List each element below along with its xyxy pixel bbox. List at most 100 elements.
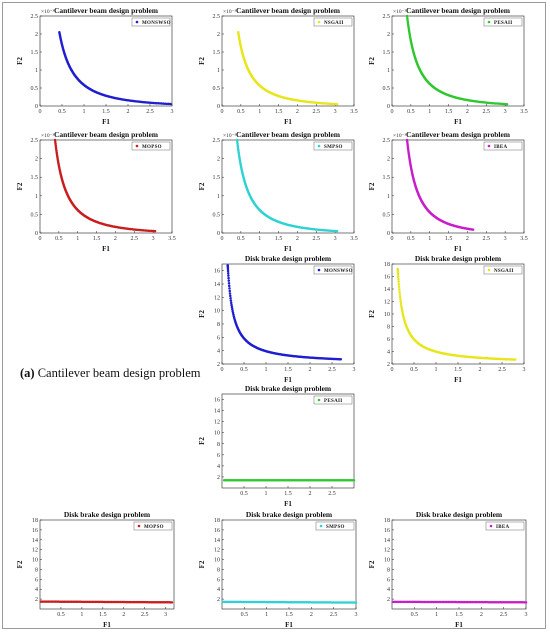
y-axis-exponent: ×10⁻³: [41, 133, 55, 139]
legend-label: MONSWSO: [142, 21, 171, 26]
data-point: [226, 269, 230, 273]
chart-disk-smpso: Disk brake design problem F1 F2 0.5 1 1.5 2 2.5…: [196, 508, 368, 629]
x-tick-label: 0.5: [241, 612, 249, 618]
x-tick-label: 1: [258, 236, 261, 242]
y-axis-label: F2: [16, 182, 24, 190]
data-point: [227, 274, 230, 277]
y-tick-label: 1: [387, 194, 390, 200]
x-tick-label: 2.5: [141, 612, 149, 618]
series-points: [221, 600, 358, 604]
data-point: [163, 102, 167, 105]
x-tick-label: 0.5: [407, 236, 415, 242]
data-point: [170, 601, 174, 604]
series-points: [405, 14, 509, 106]
x-tick-label: 1.5: [275, 236, 283, 242]
y-tick-label: 14: [214, 409, 220, 415]
data-point: [165, 102, 169, 106]
plot-area: [391, 15, 525, 107]
y-tick-label: 2.5: [383, 14, 391, 20]
plot-area: [39, 15, 173, 107]
chart-cantilever-smpso: Cantilever beam design problem F1 F2 0 0.5 1 1…: [196, 128, 366, 253]
caption-text: Cantilever beam design problem: [34, 366, 201, 380]
chart-title: Disk brake design problem: [415, 254, 502, 263]
data-point: [228, 292, 232, 295]
y-tick-label: 2: [35, 32, 38, 38]
chart-title: Cantilever beam design problem: [54, 6, 159, 15]
data-point: [397, 280, 400, 283]
data-point: [227, 276, 230, 280]
chart-title: Disk brake design problem: [64, 510, 151, 519]
x-tick-label: 1: [435, 367, 438, 373]
data-point: [513, 358, 517, 361]
x-tick-label: 0: [221, 367, 224, 373]
y-tick-label: 6: [217, 335, 220, 341]
data-point: [235, 138, 239, 142]
legend-label: PESAII: [324, 399, 342, 404]
x-tick-label: 0.5: [240, 491, 248, 497]
x-tick-label: 2.5: [498, 367, 506, 373]
y-tick-label: 18: [214, 518, 220, 524]
x-tick-label: 0.5: [55, 236, 63, 242]
x-tick-label: 2.5: [313, 236, 321, 242]
y-tick-label: 0: [217, 231, 220, 237]
chart-svg: Disk brake design problem F1 F2 0.5 1 1.5 2 2.5…: [16, 510, 175, 629]
chart-svg: Cantilever beam design problem F1 F2 0 0.5 1 1…: [198, 6, 358, 126]
data-point: [398, 288, 401, 291]
series-points: [226, 264, 343, 361]
x-tick-label: 2: [114, 236, 117, 242]
chart-title: Cantilever beam design problem: [236, 6, 341, 15]
y-axis-exponent: ×10⁻³: [393, 9, 407, 15]
x-axis-label: F1: [103, 621, 111, 629]
legend-box: [313, 265, 353, 275]
x-tick-label: 0.5: [411, 612, 419, 618]
chart-cantilever-ibea: Cantilever beam design problem F1 F2 0 0.5 1 1…: [366, 128, 536, 253]
plot-area: [221, 139, 355, 234]
y-tick-label: 14: [214, 282, 220, 288]
y-tick-label: 6: [217, 577, 220, 583]
data-point: [397, 282, 401, 286]
chart-svg: Cantilever beam design problem F1 F2 0 0.5 1 1…: [198, 130, 358, 253]
y-tick-label: 10: [32, 558, 38, 564]
y-axis-exponent: ×10⁻³: [223, 9, 237, 15]
y-tick-label: 0.5: [31, 212, 39, 218]
legend-box: [131, 141, 171, 151]
data-point: [153, 229, 157, 233]
x-tick-label: 1.5: [275, 109, 283, 115]
data-point: [399, 297, 402, 301]
x-tick-label: 2: [310, 612, 313, 618]
series-points: [396, 267, 517, 361]
data-point: [229, 301, 233, 305]
legend-label: IBEA: [496, 525, 510, 530]
legend-marker: [487, 20, 491, 24]
y-axis-label: F2: [368, 310, 376, 318]
data-point: [400, 304, 403, 308]
y-tick-label: 2.5: [213, 138, 221, 144]
y-tick-label: 6: [387, 577, 390, 583]
data-point: [396, 271, 400, 274]
y-tick-label: 1.5: [383, 50, 391, 56]
chart-title: Disk brake design problem: [246, 510, 333, 519]
x-tick-label: 0.5: [237, 236, 245, 242]
data-point: [227, 284, 231, 288]
series-points: [39, 600, 174, 604]
legend-marker: [137, 524, 141, 528]
x-axis-label: F1: [102, 245, 110, 253]
x-tick-label: 3.5: [520, 236, 528, 242]
y-tick-label: 2.5: [383, 138, 391, 144]
y-axis-label: F2: [198, 560, 206, 568]
y-tick-label: 0.5: [213, 86, 221, 92]
x-tick-label: 3: [334, 109, 337, 115]
y-tick-label: 0.5: [383, 86, 391, 92]
legend-label: NSGAII: [324, 21, 344, 26]
y-tick-label: 1: [35, 68, 38, 74]
x-tick-label: 0.5: [410, 367, 418, 373]
x-tick-label: 2.5: [131, 236, 139, 242]
y-tick-label: 6: [387, 337, 390, 343]
legend-label: MOPSO: [144, 525, 164, 530]
x-tick-label: 2: [480, 612, 483, 618]
y-tick-label: 8: [387, 567, 390, 573]
x-tick-label: 1: [428, 109, 431, 115]
legend-box: [315, 521, 355, 531]
x-tick-label: 3: [504, 109, 507, 115]
y-tick-label: 16: [384, 275, 390, 281]
